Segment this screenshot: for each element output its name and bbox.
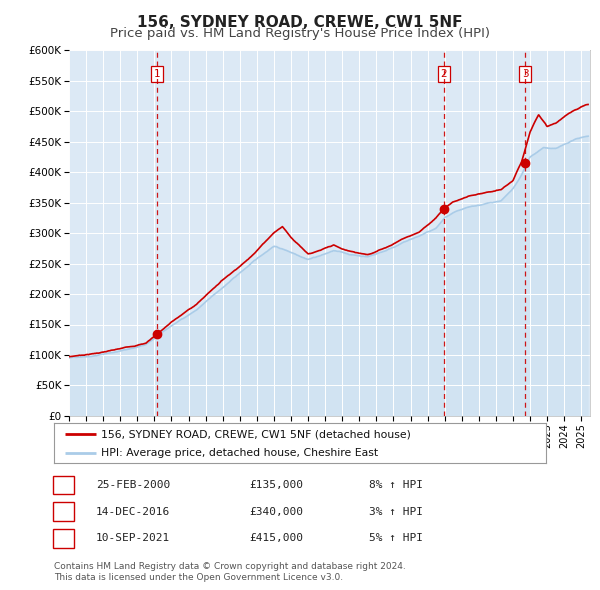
Text: Price paid vs. HM Land Registry's House Price Index (HPI): Price paid vs. HM Land Registry's House …	[110, 27, 490, 40]
Text: 2: 2	[61, 507, 67, 516]
Text: 3: 3	[61, 533, 67, 543]
Text: 8% ↑ HPI: 8% ↑ HPI	[369, 480, 423, 490]
Text: 25-FEB-2000: 25-FEB-2000	[96, 480, 170, 490]
Text: £340,000: £340,000	[249, 507, 303, 516]
Text: 1: 1	[154, 69, 160, 79]
Text: £135,000: £135,000	[249, 480, 303, 490]
Text: 1: 1	[61, 480, 67, 490]
Text: 3: 3	[522, 69, 529, 79]
Text: 5% ↑ HPI: 5% ↑ HPI	[369, 533, 423, 543]
Text: Contains HM Land Registry data © Crown copyright and database right 2024.: Contains HM Land Registry data © Crown c…	[54, 562, 406, 571]
Text: 14-DEC-2016: 14-DEC-2016	[96, 507, 170, 516]
Text: 156, SYDNEY ROAD, CREWE, CW1 5NF: 156, SYDNEY ROAD, CREWE, CW1 5NF	[137, 15, 463, 30]
Text: This data is licensed under the Open Government Licence v3.0.: This data is licensed under the Open Gov…	[54, 572, 343, 582]
Text: 10-SEP-2021: 10-SEP-2021	[96, 533, 170, 543]
Text: 2: 2	[440, 69, 447, 79]
Text: 156, SYDNEY ROAD, CREWE, CW1 5NF (detached house): 156, SYDNEY ROAD, CREWE, CW1 5NF (detach…	[101, 430, 410, 440]
Text: £415,000: £415,000	[249, 533, 303, 543]
Text: HPI: Average price, detached house, Cheshire East: HPI: Average price, detached house, Ches…	[101, 448, 378, 458]
Text: 3% ↑ HPI: 3% ↑ HPI	[369, 507, 423, 516]
